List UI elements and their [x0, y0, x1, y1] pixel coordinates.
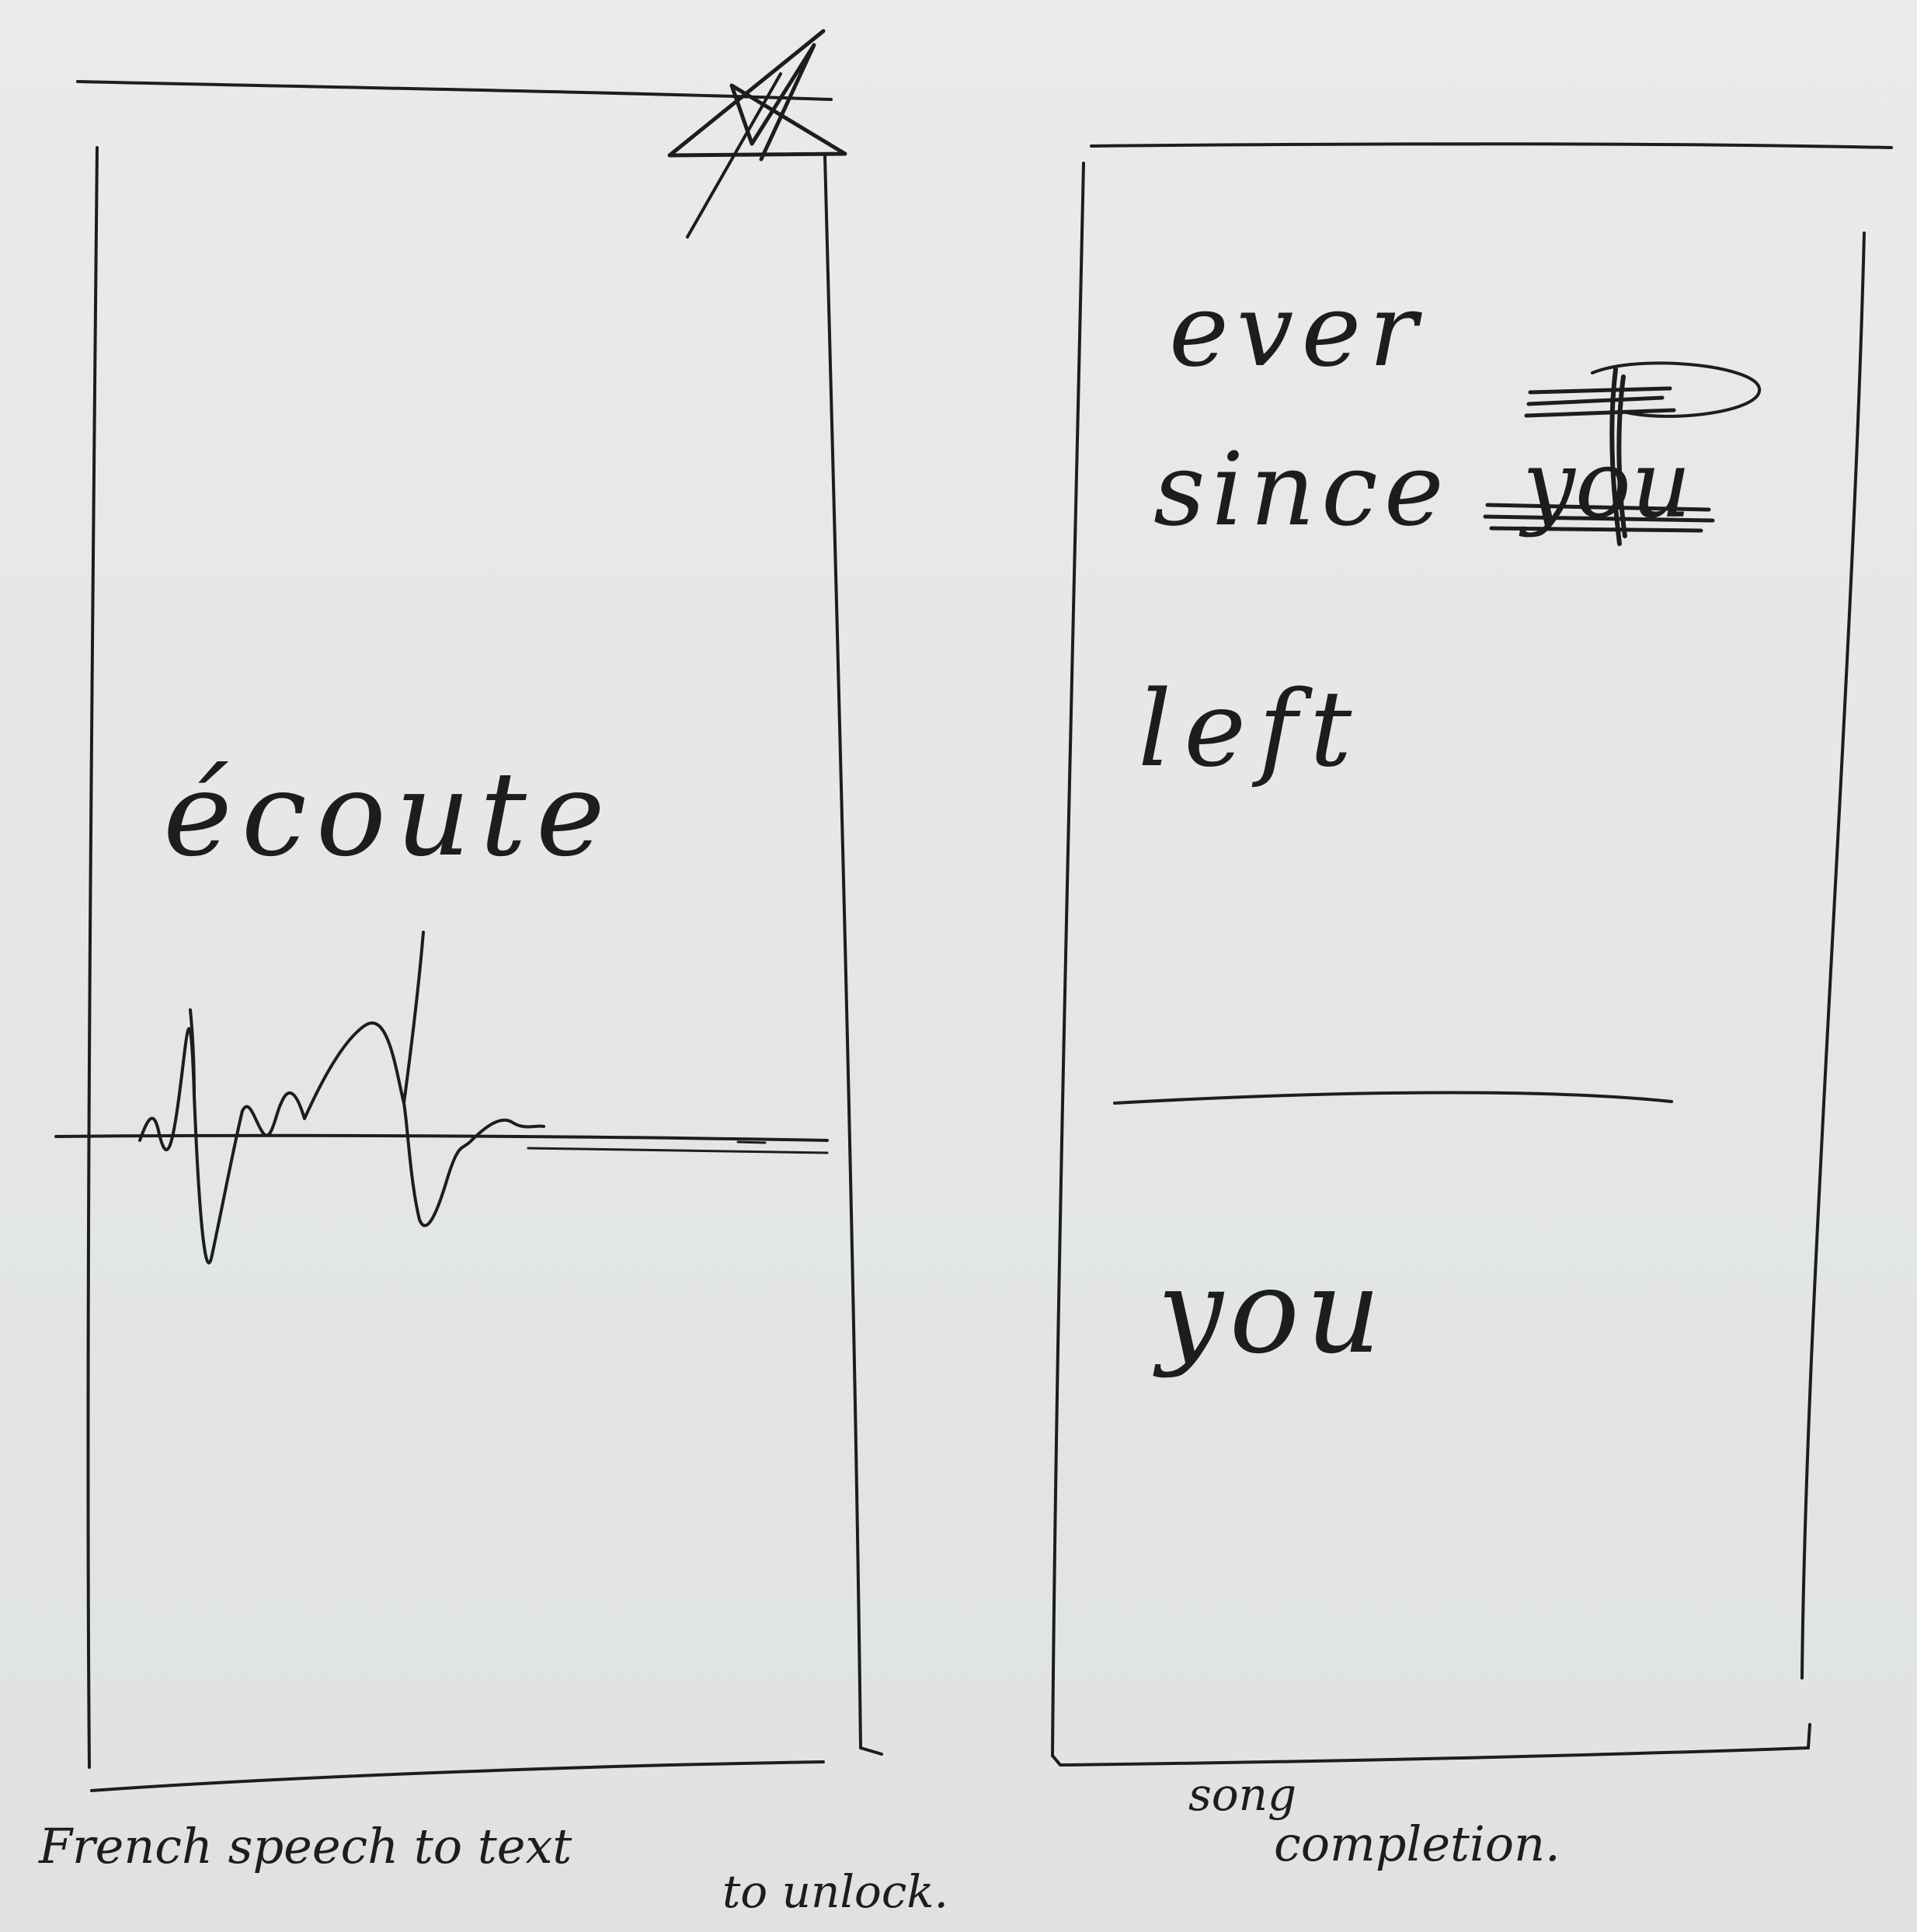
left-caption-line1: French speech to text	[38, 1818, 572, 1875]
waveform-icon[interactable]	[54, 931, 829, 1265]
lyric-line-2: since	[1153, 430, 1450, 548]
lyric-line-1: ever	[1169, 271, 1425, 389]
star-icon[interactable]	[667, 29, 847, 238]
right-phone-frame	[1051, 142, 1893, 1767]
svg-text:you: you	[1519, 431, 1691, 539]
lyric-line-3: left	[1138, 668, 1364, 790]
left-heading-ecoute: écoute	[163, 747, 614, 882]
left-caption-divider	[90, 1760, 825, 1792]
left-phone-frame	[76, 80, 883, 1769]
right-caption-line2: completion.	[1274, 1815, 1560, 1872]
left-caption-line2: to unlock.	[722, 1865, 948, 1918]
crossed-out-word: you	[1483, 361, 1762, 546]
right-caption-line1: song	[1188, 1768, 1296, 1821]
answer-blank-line	[1113, 1091, 1673, 1105]
answer-word: you	[1153, 1244, 1387, 1380]
